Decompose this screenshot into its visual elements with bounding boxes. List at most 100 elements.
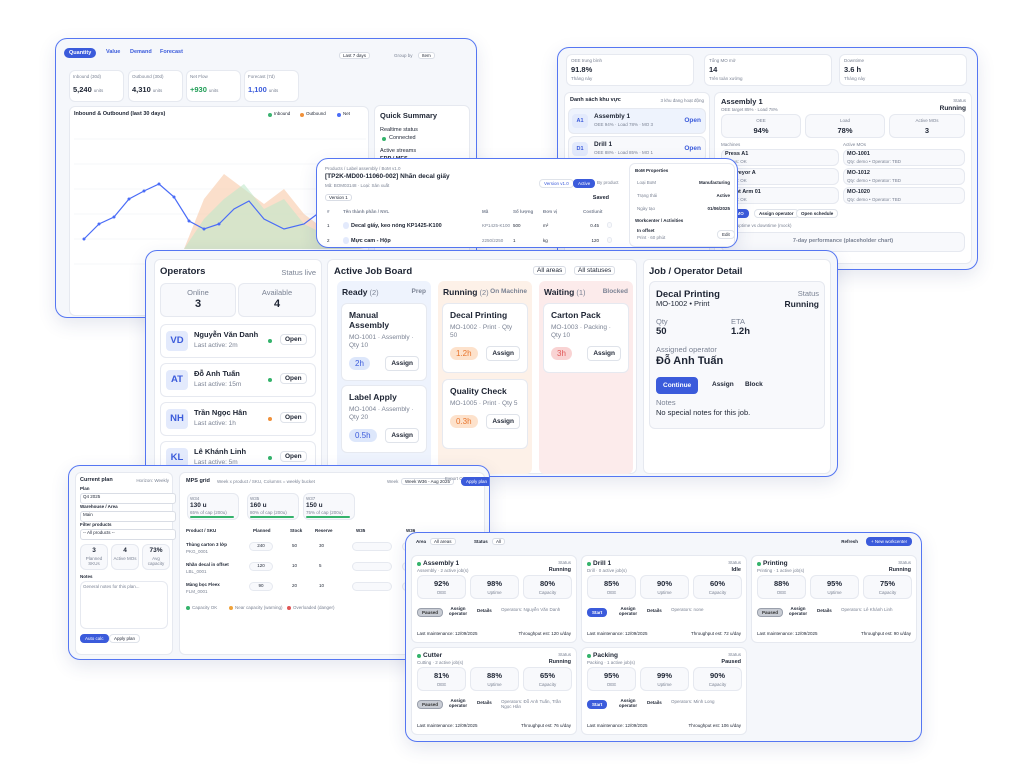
action[interactable]: Open xyxy=(280,412,307,423)
stock: 50 xyxy=(292,543,298,548)
note: 7 days: uptime vs downtime (mock) xyxy=(721,223,792,228)
area-label: Area xyxy=(416,539,427,544)
group-by[interactable]: Item xyxy=(418,52,435,59)
action[interactable]: Open xyxy=(280,334,307,345)
title: MPS grid xyxy=(186,478,210,484)
sub: Tháng này xyxy=(571,76,593,81)
buttons[interactable]: Apply plan xyxy=(109,634,141,643)
value: 98% xyxy=(486,579,503,588)
kpi-value-row: 5,240 units xyxy=(73,85,103,94)
action[interactable]: Paused xyxy=(417,608,444,617)
workcenter-card xyxy=(581,555,747,643)
action[interactable]: Open xyxy=(280,451,307,462)
buttons[interactable]: Auto calc xyxy=(80,634,109,643)
name: Thùng carton 3 lớp xyxy=(186,542,227,547)
new[interactable]: + New workcenter xyxy=(866,537,913,546)
maintenance: Last maintenance: 12/09/2025 xyxy=(417,723,478,728)
buttons[interactable]: Open schedule xyxy=(796,209,839,218)
action[interactable]: Paused xyxy=(417,700,444,709)
select-box[interactable] xyxy=(80,493,176,504)
action[interactable]: Start xyxy=(587,700,608,709)
component-icon xyxy=(343,222,349,229)
stat-box xyxy=(80,544,108,570)
status-dot xyxy=(268,417,272,421)
filters[interactable]: All statuses xyxy=(574,266,616,275)
info: OEE 94% · Load 78% · MO 3 xyxy=(594,122,654,127)
rows: 500 xyxy=(513,223,521,228)
action[interactable]: Assign xyxy=(587,346,621,361)
week-card xyxy=(303,493,355,520)
version-tag[interactable]: Version v1.0 xyxy=(539,179,574,188)
tag: Blocked xyxy=(602,288,628,295)
sku: FLM_0001 xyxy=(186,589,208,594)
week-card xyxy=(247,493,299,520)
capacity-bar xyxy=(250,516,294,518)
column-header: Waiting (1) xyxy=(544,287,586,297)
name: Màng bọc Fleex xyxy=(186,582,220,587)
range[interactable]: Last 7 days xyxy=(339,52,371,59)
week[interactable]: Week W36 - Aug 2025 xyxy=(401,478,454,485)
columns: Đơn vị xyxy=(543,209,558,214)
select-box[interactable] xyxy=(80,511,176,522)
apply[interactable]: Apply plan xyxy=(461,477,489,486)
action[interactable]: Paused xyxy=(757,608,784,617)
edit[interactable]: Edit xyxy=(717,230,735,239)
action[interactable]: Open xyxy=(280,373,307,384)
action[interactable]: Assign xyxy=(385,428,419,443)
delete-icon xyxy=(607,222,612,228)
label: Active MOs xyxy=(915,118,939,123)
tabs[interactable]: Forecast xyxy=(160,49,183,55)
status-label: Status xyxy=(797,289,819,298)
rows: 120 xyxy=(591,238,599,243)
buttons[interactable]: Assign operator xyxy=(754,209,799,218)
last: Last active: 5m xyxy=(194,459,238,466)
version[interactable]: Version 1 xyxy=(325,194,352,201)
available-label: Available xyxy=(261,288,293,297)
value: 88% xyxy=(773,579,790,588)
maintenance: Last maintenance: 12/09/2025 xyxy=(417,631,478,636)
columns: # xyxy=(327,209,330,214)
sub: Printing · 1 active job(s) xyxy=(757,568,805,573)
cell xyxy=(249,542,273,551)
rows: 2 xyxy=(327,238,330,243)
notes-label: Notes xyxy=(656,398,676,407)
area[interactable]: All areas xyxy=(430,538,456,545)
rows: Loại BoM xyxy=(637,180,657,185)
action[interactable]: Start xyxy=(587,608,608,617)
cell xyxy=(352,582,392,591)
active[interactable]: Active xyxy=(573,179,596,188)
action[interactable]: Assign xyxy=(486,346,520,361)
last: Last active: 15m xyxy=(194,381,242,388)
action: Open xyxy=(684,117,701,124)
operators: Operators: none xyxy=(671,607,704,612)
tabs[interactable]: Quantity xyxy=(64,48,97,58)
horizon: Horizon: Weekly xyxy=(136,478,169,483)
meta: MO-1002 · Print · Qty 50 xyxy=(450,324,513,339)
metric-box xyxy=(523,575,572,599)
notes: No special notes for this job. xyxy=(656,408,751,417)
tabs[interactable]: Demand xyxy=(130,49,152,55)
value: 90% xyxy=(709,671,726,680)
tabs[interactable]: Value xyxy=(106,49,121,55)
activity-info: Print · 60 phút xyxy=(637,235,666,240)
buttons[interactable]: Continue xyxy=(656,377,699,394)
label: Load xyxy=(839,118,851,123)
action[interactable]: Assign xyxy=(486,414,520,429)
rows: KP1425-K100 xyxy=(482,223,511,228)
buttons[interactable]: Block xyxy=(745,381,763,388)
filters[interactable]: All areas xyxy=(533,266,567,275)
status[interactable]: All xyxy=(492,538,506,545)
label: Uptime xyxy=(657,590,672,595)
label: OEE xyxy=(756,118,766,123)
label: Capacity xyxy=(878,590,897,595)
select-box[interactable] xyxy=(80,529,176,540)
action[interactable]: Assign xyxy=(385,356,419,371)
rows: Active xyxy=(716,193,730,198)
label: Net Flow xyxy=(190,74,208,79)
label: Overloaded (danger) xyxy=(293,605,335,610)
workcenter-card xyxy=(581,647,747,735)
job-board-panel: Operators Status live Online 3 Available 4 VD N… xyxy=(145,250,838,477)
label: Capacity xyxy=(708,682,727,687)
buttons[interactable]: Assign xyxy=(712,381,734,388)
status: Status live xyxy=(281,268,316,277)
